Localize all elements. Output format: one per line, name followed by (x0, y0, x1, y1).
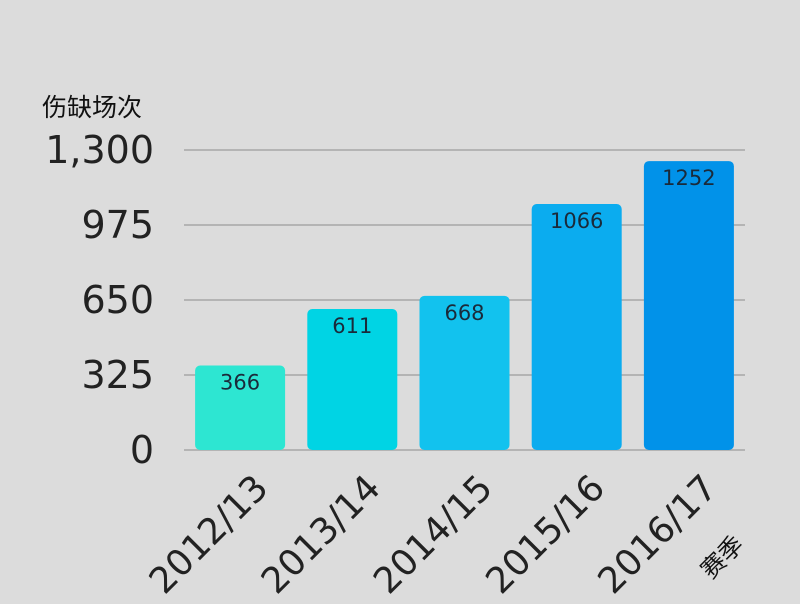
x-tick-label: 2016/17 (591, 467, 726, 600)
x-axis-label: 赛季 (695, 530, 749, 584)
data-label: 366 (220, 371, 260, 395)
y-tick-label: 975 (81, 203, 154, 247)
bar (643, 161, 734, 451)
bar (531, 204, 622, 450)
data-label: 611 (332, 314, 372, 338)
y-axis-ticks: 0 325 650 975 1,300 (45, 128, 154, 472)
y-axis-label: 伤缺场次 (42, 93, 142, 122)
x-tick-label: 2014/15 (366, 467, 501, 600)
y-tick-label: 325 (81, 353, 154, 397)
data-label: 1066 (550, 209, 603, 233)
x-tick-label: 2015/16 (478, 467, 613, 600)
bar (195, 365, 286, 450)
y-tick-label: 650 (81, 278, 154, 322)
y-tick-label: 0 (130, 428, 154, 472)
bars: 366 611 668 1066 1252 (195, 161, 734, 451)
data-label: 668 (444, 301, 484, 325)
bar (307, 309, 398, 450)
bar (419, 295, 510, 450)
x-tick-label: 2012/13 (142, 467, 277, 600)
data-label: 1252 (662, 166, 715, 190)
x-tick-label: 2013/14 (254, 467, 389, 600)
y-tick-label: 1,300 (45, 128, 154, 172)
